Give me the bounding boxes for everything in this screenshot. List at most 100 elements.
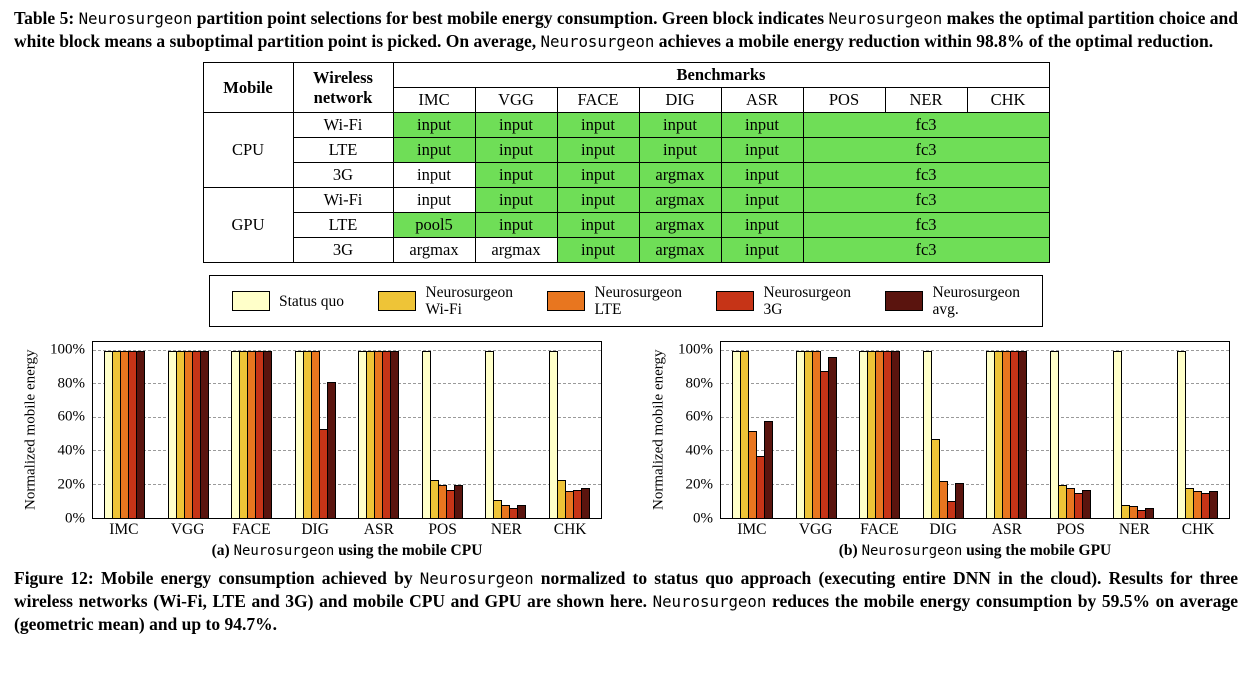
partition-cell: input [392, 112, 476, 139]
gridline [93, 383, 601, 385]
text-segment: Table 5: [14, 8, 79, 28]
legend-swatch [885, 291, 924, 312]
bar [827, 357, 837, 519]
table-row: CPU Wi-Fi input input input input input fc3 [202, 112, 1050, 189]
table-caption: Table 5: Neurosurgeon partition point se… [0, 0, 1252, 53]
x-tick-label: NER [490, 521, 522, 539]
bar [938, 481, 948, 519]
legend-item: Neurosurgeon 3G [716, 284, 851, 319]
x-tick-label: DIG [301, 521, 329, 539]
gridline [721, 383, 1229, 385]
bar-group [284, 342, 348, 519]
bar [485, 350, 495, 519]
partition-cell: input [556, 212, 640, 239]
partition-cell: input [474, 212, 558, 239]
bar [1145, 508, 1155, 519]
partition-cell-fc3: fc3 [802, 237, 1050, 264]
bar [580, 488, 590, 519]
text-segment: using the mobile CPU [334, 542, 483, 560]
legend-swatch [716, 291, 755, 312]
partition-cell-fc3: fc3 [802, 162, 1050, 189]
partition-cell: input [392, 187, 476, 214]
y-axis: 0% 20% 40% 60% 80% 100% [42, 341, 92, 527]
x-tick-label: CHK [553, 521, 587, 539]
legend-label: Status quo [279, 292, 345, 310]
partition-cell: argmax [392, 237, 476, 264]
text-segment: (b) [838, 542, 862, 560]
code-text: Neurosurgeon [78, 9, 193, 28]
x-tick-label: FACE [232, 521, 271, 539]
partition-cell: input [720, 212, 804, 239]
y-tick-label: 0% [65, 510, 85, 527]
network-cell: Wi-Fi [292, 112, 394, 139]
bar [1049, 350, 1059, 519]
y-tick-label: 80% [57, 375, 86, 392]
partition-table: Mobile Wireless network Benchmarks IMC VGG FAC… [202, 62, 1050, 264]
figure-caption: Figure 12: Mobile energy consumption ach… [0, 560, 1252, 636]
text-segment: (a) [211, 542, 234, 560]
bar-group [538, 342, 602, 519]
y-tick-label: 40% [57, 442, 86, 459]
y-tick-label: 60% [685, 408, 714, 425]
header-benchmark-column: DIG [638, 87, 722, 114]
legend-item: Neurosurgeon LTE [547, 284, 682, 319]
partition-cell: argmax [638, 162, 722, 189]
partition-cell: input [720, 137, 804, 164]
partition-cell: input [392, 162, 476, 189]
bar [421, 350, 431, 519]
legend-swatch [547, 291, 586, 312]
y-axis: 0% 20% 40% 60% 80% 100% [670, 341, 720, 527]
partition-cell: input [556, 237, 640, 264]
bar [1018, 350, 1028, 519]
y-axis-label: Normalized mobile energy [650, 349, 667, 511]
gridline [721, 349, 1229, 351]
bar [548, 350, 558, 519]
bar [954, 483, 964, 519]
bar [390, 350, 400, 519]
bar [922, 350, 932, 519]
bar [453, 484, 463, 519]
code-text: Neurosurgeon [861, 543, 963, 560]
bar-group [1102, 342, 1166, 519]
code-text: Neurosurgeon [828, 9, 943, 28]
table-row: GPU Wi-Fi input input input argmax input fc3 [202, 187, 1050, 264]
code-text: Neurosurgeon [419, 569, 534, 589]
chart-body: Normalized mobile energy 0% 20% 40% 60% 80% 10… [648, 341, 1232, 527]
chart-cpu: Normalized mobile energy 0% 20% 40% 60% 80% 10… [20, 341, 604, 560]
network-cell: LTE [292, 212, 394, 239]
x-tick-label: ASR [363, 521, 394, 539]
bar [199, 350, 209, 519]
partition-cell: input [720, 112, 804, 139]
chart-gpu: Normalized mobile energy 0% 20% 40% 60% 80% 10… [648, 341, 1232, 560]
y-tick-label: 100% [678, 341, 713, 358]
chart-caption: (b) Neurosurgeon using the mobile GPU [720, 539, 1230, 560]
bar [136, 350, 146, 519]
legend-label: Neurosurgeon 3G [763, 283, 851, 319]
x-tick-label: CHK [1181, 521, 1215, 539]
partition-cell: input [720, 237, 804, 264]
charts-row: Normalized mobile energy 0% 20% 40% 60% 80% 10… [0, 341, 1252, 560]
partition-cell: input [556, 112, 640, 139]
x-axis-labels: IMC VGG FACE DIG ASR POS NER CHK [720, 519, 1230, 539]
network-cell: Wi-Fi [292, 187, 394, 214]
partition-cell: input [720, 187, 804, 214]
bar [263, 350, 273, 519]
device-cell: GPU [202, 187, 294, 264]
header-benchmark-column: NER [884, 87, 968, 114]
bar [891, 350, 901, 519]
bar [326, 382, 336, 519]
partition-cell: input [474, 137, 558, 164]
table-row: LTE input input input input input fc3 [203, 137, 1050, 164]
x-tick-label: DIG [929, 521, 957, 539]
bar-group [347, 342, 411, 519]
code-text: Neurosurgeon [652, 592, 767, 612]
bar-group [848, 342, 912, 519]
y-tick-label: 60% [57, 408, 86, 425]
x-tick-label: POS [1056, 521, 1085, 539]
bar-groups [721, 342, 1229, 519]
bar-group [474, 342, 538, 519]
chart-caption: (a) Neurosurgeon using the mobile CPU [92, 539, 602, 560]
partition-cell: input [474, 162, 558, 189]
partition-cell: input [720, 162, 804, 189]
table-row: 3G input input input argmax input fc3 [203, 162, 1050, 189]
